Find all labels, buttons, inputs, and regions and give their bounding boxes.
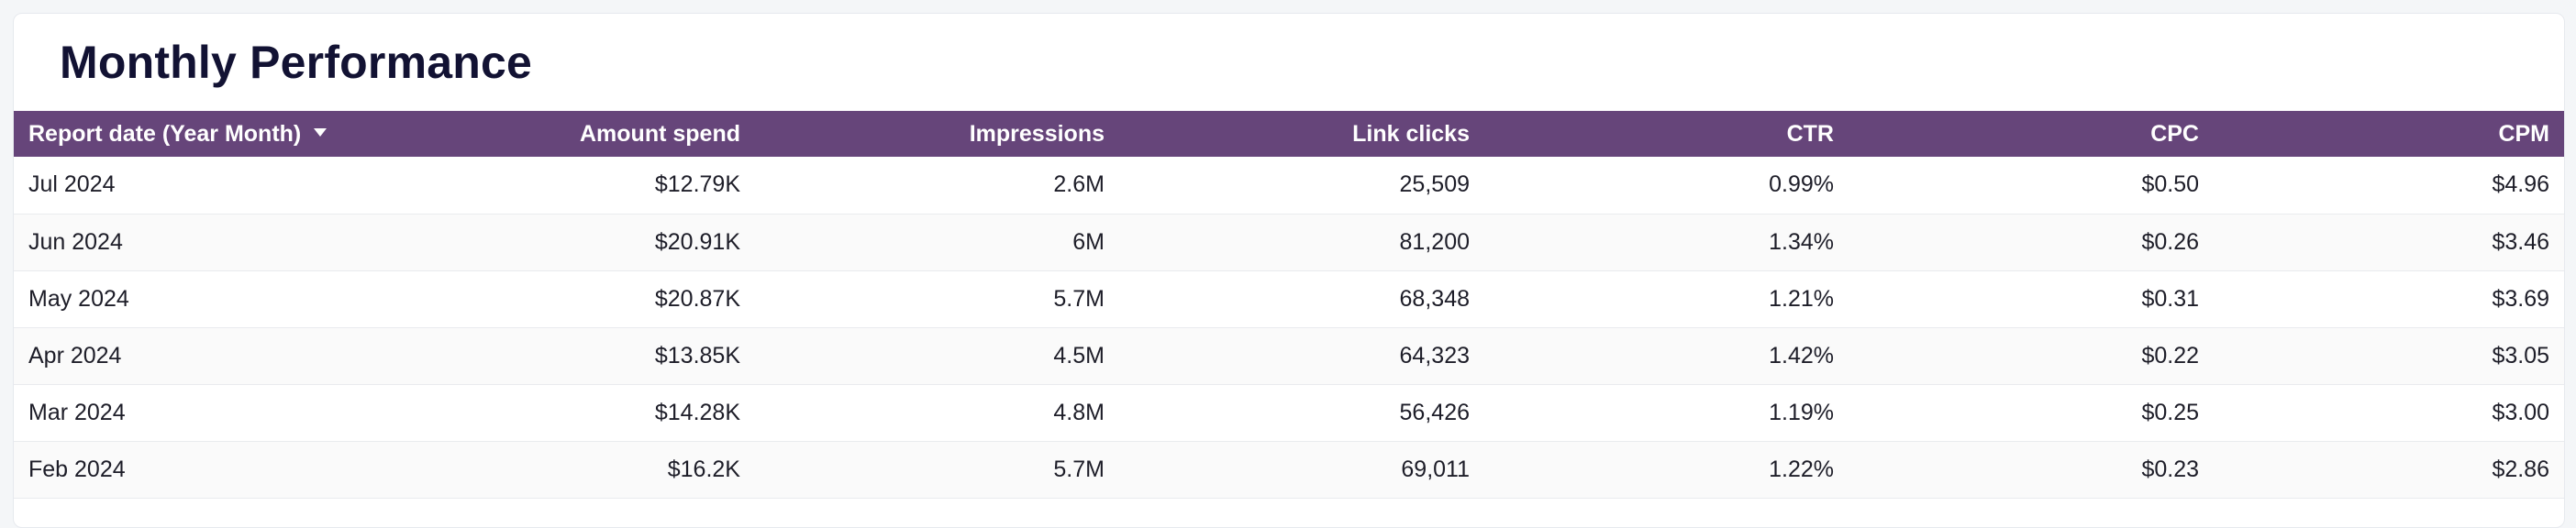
- cell-impressions: 5.7M: [1053, 285, 1105, 312]
- cell-report-date: Feb 2024: [28, 456, 126, 482]
- cell-cpc: $0.50: [2141, 171, 2199, 198]
- cell-cpm: $3.46: [2492, 228, 2549, 255]
- cell-cpm: $4.96: [2492, 171, 2549, 198]
- column-header-link-clicks[interactable]: Link clicks: [1352, 120, 1470, 147]
- cell-cpm: $3.69: [2492, 285, 2549, 312]
- column-header-label: Report date (Year Month): [28, 120, 302, 147]
- cell-link-clicks: 25,509: [1399, 171, 1470, 198]
- cell-impressions: 6M: [1072, 228, 1105, 255]
- table-row: May 2024 $20.87K 5.7M 68,348 1.21% $0.31…: [14, 270, 2564, 327]
- cell-report-date: Jun 2024: [28, 228, 123, 255]
- cell-report-date: May 2024: [28, 285, 129, 312]
- monthly-performance-card: Monthly Performance Report date (Year Mo…: [13, 13, 2565, 528]
- cell-cpm: $2.86: [2492, 456, 2549, 482]
- table-row: Jul 2024 $12.79K 2.6M 25,509 0.99% $0.50…: [14, 157, 2564, 214]
- cell-link-clicks: 69,011: [1401, 456, 1470, 482]
- cell-amount-spend: $12.79K: [654, 171, 740, 198]
- cell-amount-spend: $20.91K: [654, 228, 740, 255]
- column-header-cpm[interactable]: CPM: [2498, 120, 2549, 147]
- cell-amount-spend: $20.87K: [654, 285, 740, 312]
- table-row: Feb 2024 $16.2K 5.7M 69,011 1.22% $0.23 …: [14, 441, 2564, 498]
- cell-ctr: 0.99%: [1769, 171, 1834, 198]
- cell-report-date: Mar 2024: [28, 399, 126, 425]
- column-header-amount-spend[interactable]: Amount spend: [580, 120, 740, 147]
- cell-impressions: 4.8M: [1053, 399, 1105, 425]
- cell-cpc: $0.22: [2141, 342, 2199, 368]
- cell-link-clicks: 56,426: [1399, 399, 1470, 425]
- cell-link-clicks: 68,348: [1399, 285, 1470, 312]
- cell-cpc: $0.31: [2141, 285, 2199, 312]
- cell-ctr: 1.34%: [1769, 228, 1834, 255]
- cell-amount-spend: $16.2K: [667, 456, 740, 482]
- report-title: Monthly Performance: [60, 37, 533, 88]
- cell-ctr: 1.19%: [1769, 399, 1834, 425]
- cell-impressions: 5.7M: [1053, 456, 1105, 482]
- column-header-ctr[interactable]: CTR: [1786, 120, 1834, 147]
- cell-amount-spend: $14.28K: [654, 399, 740, 425]
- column-header-report-date[interactable]: Report date (Year Month): [14, 111, 391, 157]
- cell-cpc: $0.26: [2141, 228, 2199, 255]
- cell-report-date: Apr 2024: [28, 342, 122, 368]
- table-header-row: Report date (Year Month) Amount spend Im…: [14, 111, 2564, 157]
- cell-cpm: $3.05: [2492, 342, 2549, 368]
- cell-impressions: 2.6M: [1053, 171, 1105, 198]
- cell-cpc: $0.25: [2141, 399, 2199, 425]
- caret-down-icon[interactable]: [314, 128, 328, 138]
- cell-amount-spend: $13.85K: [654, 342, 740, 368]
- table-row: Jun 2024 $20.91K 6M 81,200 1.34% $0.26 $…: [14, 214, 2564, 270]
- cell-ctr: 1.42%: [1769, 342, 1834, 368]
- table-row: Mar 2024 $14.28K 4.8M 56,426 1.19% $0.25…: [14, 384, 2564, 441]
- cell-report-date: Jul 2024: [28, 171, 116, 198]
- cell-link-clicks: 64,323: [1399, 342, 1470, 368]
- cell-cpm: $3.00: [2492, 399, 2549, 425]
- column-header-impressions[interactable]: Impressions: [969, 120, 1105, 147]
- column-header-cpc[interactable]: CPC: [2150, 120, 2199, 147]
- cell-ctr: 1.22%: [1769, 456, 1834, 482]
- cell-impressions: 4.5M: [1053, 342, 1105, 368]
- cell-ctr: 1.21%: [1769, 285, 1834, 312]
- cell-link-clicks: 81,200: [1399, 228, 1470, 255]
- cell-cpc: $0.23: [2141, 456, 2199, 482]
- table-row: Apr 2024 $13.85K 4.5M 64,323 1.42% $0.22…: [14, 327, 2564, 384]
- performance-table: Report date (Year Month) Amount spend Im…: [14, 111, 2564, 499]
